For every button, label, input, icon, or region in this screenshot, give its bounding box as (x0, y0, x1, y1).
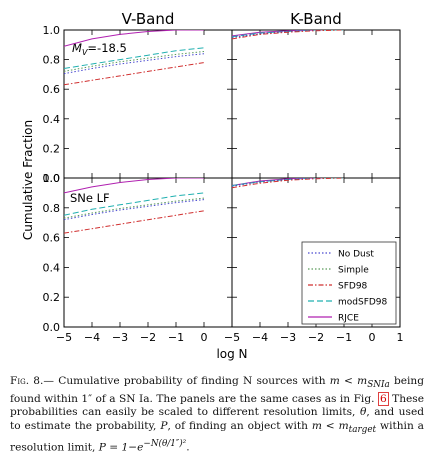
y-tick-label: 0.8 (43, 54, 61, 67)
legend-label-no-dust: No Dust (338, 250, 374, 260)
figure-reference-link[interactable]: 6 (377, 391, 389, 406)
series-line-sfd98 (64, 62, 205, 86)
y-tick-label: 0.6 (43, 232, 61, 245)
caption-sub: target (348, 425, 377, 435)
series-line-rjce (232, 30, 344, 37)
series-line-sfd98 (64, 210, 205, 234)
panel-top-right (231, 29, 401, 179)
legend-box (301, 241, 397, 325)
caption-text: . (186, 441, 190, 454)
y-tick-label: 1.0 (43, 172, 61, 185)
caption-text: within a resolution limit, (10, 419, 424, 454)
caption-text: , and used to estimate the probability, (10, 406, 424, 432)
caption-label: Fig. 8.— (10, 375, 54, 387)
caption-math: m < m (329, 375, 368, 387)
x-tick-label: −4 (252, 331, 268, 344)
caption-sub: SNIa (367, 380, 390, 391)
caption-text: being found within 1″ of a SN Ia. The pa… (10, 375, 424, 405)
series-line-no-dust (64, 53, 205, 75)
x-tick-label: −5 (56, 331, 72, 344)
series-line-rjce (64, 30, 204, 47)
x-tick-label: 0 (369, 331, 376, 344)
caption-text: These probabilities can easily be scaled… (10, 392, 425, 419)
y-tick-label: 1.0 (43, 24, 61, 37)
x-tick-label: 0 (201, 331, 208, 344)
legend-label-rjce: RJCE (338, 314, 359, 324)
panel-top-left: 0.0 0.2 0.4 0.6 0.8 1.0 (43, 24, 233, 185)
y-tick-label: 0.4 (43, 261, 61, 274)
series-line-sfd98 (232, 30, 345, 40)
legend: No Dust Simple SFD98 modSFD98 RJCE (301, 241, 397, 325)
x-tick-label: −2 (308, 331, 324, 344)
legend-label-modsfd98: modSFD98 (338, 298, 388, 308)
y-axis-label: Cumulative Fraction (21, 120, 35, 240)
y-tick-label: 0.2 (43, 291, 61, 304)
caption-text: Cumulative probability of finding N sour… (54, 375, 330, 387)
annotation-sne-lf: SNe LF (70, 191, 110, 205)
caption-text: , of finding an object with (167, 419, 312, 432)
x-tick-label: −2 (140, 331, 156, 344)
x-tick-label: −3 (280, 331, 296, 344)
legend-label-simple: Simple (338, 266, 369, 276)
y-tick-label: 0.4 (43, 113, 61, 126)
series-line-no-dust (232, 30, 344, 38)
series-line-simple (64, 51, 205, 72)
panel-bottom-left: 0.0 0.2 0.4 0.6 0.8 1.0 −5 −4 −3 −2 −1 0 (43, 172, 233, 344)
y-tick-label: 0.0 (43, 172, 61, 185)
caption-math: θ (359, 406, 367, 419)
y-tick-label: 0.8 (43, 202, 61, 215)
caption-math: m < m (311, 419, 349, 432)
y-tick-label: 0.2 (43, 142, 61, 155)
x-tick-label: 1 (397, 331, 404, 344)
x-tick-label: −3 (112, 331, 128, 344)
panel-title-k-band: K-Band (290, 10, 342, 28)
figure-caption: Fig. 8.— Cumulative probability of findi… (10, 375, 424, 455)
panel-bottom-right: −5 −4 −3 −2 −1 0 1 (224, 177, 404, 344)
y-tick-label: 0.0 (43, 321, 61, 334)
x-tick-label: −1 (168, 331, 184, 344)
series-line-rjce (64, 178, 204, 194)
legend-label-sfd98: SFD98 (338, 282, 368, 292)
x-tick-label: −5 (224, 331, 240, 344)
y-tick-label: 0.6 (43, 83, 61, 96)
series-line-no-dust (232, 178, 344, 187)
series-line-simple (64, 197, 205, 219)
plot-area: 0.00.20.40.60.81.00.00.20.40.60.81.0−5 −4… (43, 24, 404, 344)
series-line-no-dust (64, 199, 205, 221)
series-line-modsfd98 (64, 47, 205, 69)
caption-math: P (160, 419, 168, 432)
x-axis-label: log N (216, 347, 247, 361)
caption-formula-exponent: −N(θ/1″)² (143, 438, 187, 449)
x-tick-label: −1 (336, 331, 352, 344)
annotation-mv: MV=-18.5 (72, 41, 127, 57)
caption-formula: P = 1−e (98, 441, 144, 454)
figure-plot: V-Band K-Band Cumulative Fraction log N … (21, 10, 404, 361)
series-line-sfd98 (232, 178, 345, 189)
panel-title-v-band: V-Band (122, 10, 175, 28)
series-line-modsfd98 (64, 192, 205, 216)
panel-frame (231, 29, 401, 179)
x-tick-label: −4 (84, 331, 100, 344)
